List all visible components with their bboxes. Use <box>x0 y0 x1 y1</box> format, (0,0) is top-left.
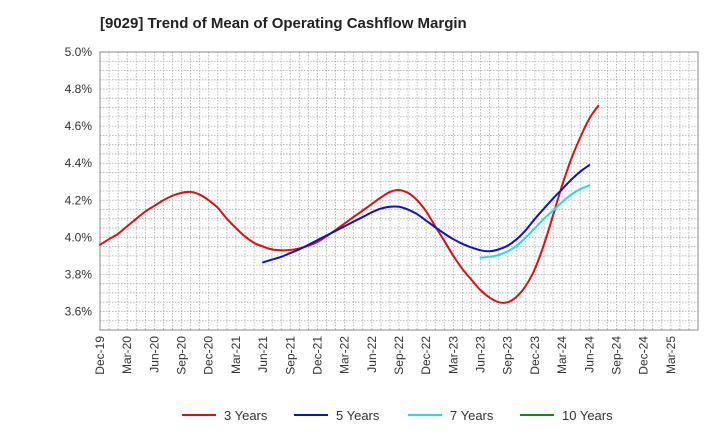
x-tick-label: Mar-20 <box>120 336 134 374</box>
x-tick-label: Sep-21 <box>283 336 297 375</box>
y-tick-label: 4.0% <box>65 230 93 244</box>
x-tick-label: Jun-20 <box>147 336 161 373</box>
x-tick-label: Jun-24 <box>582 336 596 373</box>
x-axis-ticks: Dec-19 Mar-20 Jun-20 Sep-20 Dec-20 Mar-21 Jun-… <box>93 336 678 375</box>
legend-label-3-years: 3 Years <box>224 408 268 423</box>
y-tick-label: 5.0% <box>65 45 93 59</box>
series-line-7-years <box>479 184 591 259</box>
x-tick-label: Mar-21 <box>229 336 243 374</box>
y-tick-label: 3.8% <box>65 267 93 281</box>
x-tick-label: Mar-23 <box>446 336 460 374</box>
x-tick-label: Sep-24 <box>609 336 623 375</box>
x-tick-label: Dec-23 <box>528 336 542 375</box>
series-line-5-years <box>262 164 591 264</box>
y-tick-label: 4.6% <box>65 119 93 133</box>
x-tick-label: Jun-21 <box>256 336 270 373</box>
x-tick-label: Sep-23 <box>501 336 515 375</box>
x-tick-label: Dec-19 <box>93 336 107 375</box>
x-tick-label: Dec-24 <box>637 336 651 375</box>
y-axis-ticks: 3.6% 3.8% 4.0% 4.2% 4.4% 4.6% 4.8% 5.0% <box>65 45 93 318</box>
x-tick-label: Sep-22 <box>392 336 406 375</box>
y-tick-label: 4.4% <box>65 156 93 170</box>
legend: 3 Years 5 Years 7 Years 10 Years <box>182 408 613 423</box>
chart-title: [9029] Trend of Mean of Operating Cashfl… <box>100 15 467 32</box>
y-tick-label: 4.8% <box>65 82 93 96</box>
x-tick-label: Sep-20 <box>175 336 189 375</box>
x-tick-label: Jun-22 <box>365 336 379 373</box>
x-tick-label: Jun-23 <box>474 336 488 373</box>
legend-label-10-years: 10 Years <box>562 408 613 423</box>
y-tick-label: 4.2% <box>65 193 93 207</box>
plot-frame <box>99 51 699 331</box>
series-line-3-years <box>99 104 600 304</box>
x-tick-label: Dec-21 <box>310 336 324 375</box>
x-tick-label: Mar-22 <box>338 336 352 374</box>
x-tick-label: Mar-25 <box>664 336 678 374</box>
legend-label-5-years: 5 Years <box>336 408 380 423</box>
y-tick-label: 3.6% <box>65 304 93 318</box>
legend-label-7-years: 7 Years <box>450 408 494 423</box>
x-tick-label: Dec-20 <box>202 336 216 375</box>
x-tick-label: Mar-24 <box>555 336 569 374</box>
series-lines <box>99 104 600 304</box>
x-tick-label: Dec-22 <box>419 336 433 375</box>
